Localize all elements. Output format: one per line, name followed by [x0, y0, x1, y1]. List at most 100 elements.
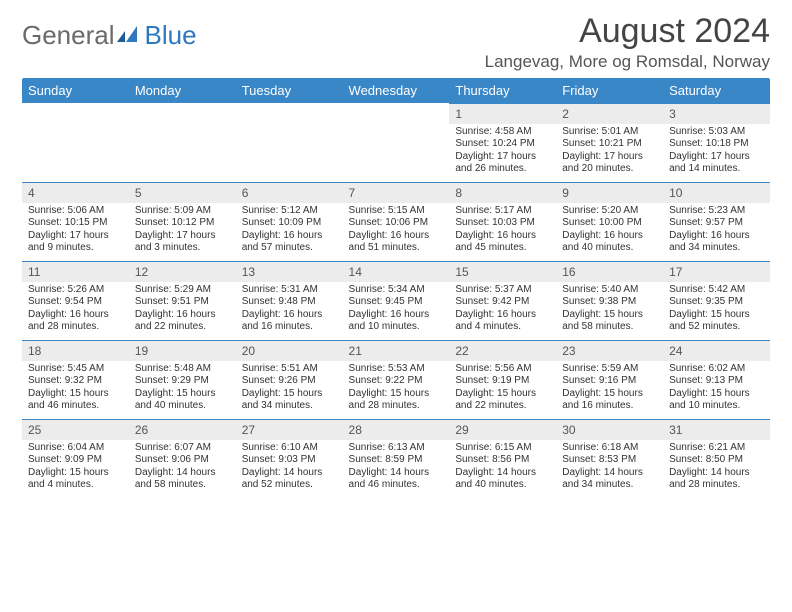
day-info: Sunrise: 5:37 AMSunset: 9:42 PMDaylight:… [449, 282, 556, 340]
daylight-line: Daylight: 15 hours and 58 minutes. [562, 309, 657, 334]
sunrise-line: Sunrise: 5:09 AM [135, 205, 230, 218]
sunrise-line: Sunrise: 5:48 AM [135, 363, 230, 376]
sunrise-line: Sunrise: 5:15 AM [349, 205, 444, 218]
sunset-line: Sunset: 9:48 PM [242, 296, 337, 309]
daylight-line: Daylight: 16 hours and 4 minutes. [455, 309, 550, 334]
daylight-line: Daylight: 14 hours and 40 minutes. [455, 467, 550, 492]
day-number: 18 [22, 340, 129, 361]
calendar-cell: 12Sunrise: 5:29 AMSunset: 9:51 PMDayligh… [129, 261, 236, 340]
day-number: 12 [129, 261, 236, 282]
day-info: Sunrise: 4:58 AMSunset: 10:24 PMDaylight… [449, 124, 556, 182]
sunrise-line: Sunrise: 5:17 AM [455, 205, 550, 218]
sunset-line: Sunset: 8:56 PM [455, 454, 550, 467]
calendar-cell: 10Sunrise: 5:23 AMSunset: 9:57 PMDayligh… [663, 182, 770, 261]
sunrise-line: Sunrise: 6:04 AM [28, 442, 123, 455]
sunrise-line: Sunrise: 5:31 AM [242, 284, 337, 297]
calendar-cell: 18 Sunrise: 5:45 AMSunset: 9:32 PMDayligh… [22, 340, 129, 419]
day-number: 29 [449, 419, 556, 440]
day-info: Sunrise: 5:56 AMSunset: 9:19 PMDaylight:… [449, 361, 556, 419]
daylight-line: Daylight: 16 hours and 51 minutes. [349, 230, 444, 255]
sunset-line: Sunset: 9:42 PM [455, 296, 550, 309]
header: General Blue August 2024 Langevag, More … [22, 14, 770, 72]
sunrise-line: Sunrise: 6:10 AM [242, 442, 337, 455]
sunset-line: Sunset: 8:50 PM [669, 454, 764, 467]
day-number: 28 [343, 419, 450, 440]
calendar-cell: 1Sunrise: 4:58 AMSunset: 10:24 PMDayligh… [449, 103, 556, 182]
calendar-cell: 21Sunrise: 5:53 AMSunset: 9:22 PMDayligh… [343, 340, 450, 419]
day-number: 15 [449, 261, 556, 282]
day-number: 1 [449, 103, 556, 124]
daylight-line: Daylight: 14 hours and 52 minutes. [242, 467, 337, 492]
sunset-line: Sunset: 9:26 PM [242, 375, 337, 388]
day-number: 21 [343, 340, 450, 361]
day-number: 26 [129, 419, 236, 440]
day-number: 9 [556, 182, 663, 203]
daylight-line: Daylight: 16 hours and 57 minutes. [242, 230, 337, 255]
daylight-line: Daylight: 15 hours and 28 minutes. [349, 388, 444, 413]
day-info: Sunrise: 5:23 AMSunset: 9:57 PMDaylight:… [663, 203, 770, 261]
day-number: 14 [343, 261, 450, 282]
daylight-line: Daylight: 17 hours and 14 minutes. [669, 151, 764, 176]
daylight-line: Daylight: 15 hours and 22 minutes. [455, 388, 550, 413]
daylight-line: Daylight: 15 hours and 10 minutes. [669, 388, 764, 413]
sunrise-line: Sunrise: 5:56 AM [455, 363, 550, 376]
logo-text-blue: Blue [145, 20, 197, 51]
day-info: Sunrise: 5:59 AMSunset: 9:16 PMDaylight:… [556, 361, 663, 419]
weekday-header: Monday [129, 78, 236, 103]
daylight-line: Daylight: 16 hours and 28 minutes. [28, 309, 123, 334]
calendar-cell: 22Sunrise: 5:56 AMSunset: 9:19 PMDayligh… [449, 340, 556, 419]
logo-text-general: General [22, 20, 115, 51]
day-info: Sunrise: 6:10 AMSunset: 9:03 PMDaylight:… [236, 440, 343, 498]
day-info: Sunrise: 5:34 AMSunset: 9:45 PMDaylight:… [343, 282, 450, 340]
calendar-cell: 11Sunrise: 5:26 AMSunset: 9:54 PMDayligh… [22, 261, 129, 340]
sunrise-line: Sunrise: 4:58 AM [455, 126, 550, 139]
sunset-line: Sunset: 10:24 PM [455, 138, 550, 151]
daylight-line: Daylight: 15 hours and 40 minutes. [135, 388, 230, 413]
day-info: Sunrise: 5:01 AMSunset: 10:21 PMDaylight… [556, 124, 663, 182]
sunset-line: Sunset: 9:19 PM [455, 375, 550, 388]
daylight-line: Daylight: 15 hours and 46 minutes. [28, 388, 123, 413]
day-info: Sunrise: 5:29 AMSunset: 9:51 PMDaylight:… [129, 282, 236, 340]
day-number: 6 [236, 182, 343, 203]
daylight-line: Daylight: 14 hours and 46 minutes. [349, 467, 444, 492]
sunset-line: Sunset: 9:35 PM [669, 296, 764, 309]
weekday-header-row: SundayMondayTuesdayWednesdayThursdayFrid… [22, 78, 770, 103]
sunset-line: Sunset: 9:54 PM [28, 296, 123, 309]
sunrise-line: Sunrise: 6:13 AM [349, 442, 444, 455]
logo-mark-icon [117, 26, 143, 46]
sunrise-line: Sunrise: 6:18 AM [562, 442, 657, 455]
sunrise-line: Sunrise: 5:26 AM [28, 284, 123, 297]
sunrise-line: Sunrise: 5:01 AM [562, 126, 657, 139]
calendar-cell: 19Sunrise: 5:48 AMSunset: 9:29 PMDayligh… [129, 340, 236, 419]
day-number: 25 [22, 419, 129, 440]
calendar-cell-empty [22, 103, 129, 182]
sunrise-line: Sunrise: 5:51 AM [242, 363, 337, 376]
day-number: 8 [449, 182, 556, 203]
day-number: 11 [22, 261, 129, 282]
calendar-cell: 23Sunrise: 5:59 AMSunset: 9:16 PMDayligh… [556, 340, 663, 419]
calendar-cell: 3Sunrise: 5:03 AMSunset: 10:18 PMDayligh… [663, 103, 770, 182]
sunrise-line: Sunrise: 5:23 AM [669, 205, 764, 218]
location-line: Langevag, More og Romsdal, Norway [485, 52, 770, 72]
calendar-cell: 4Sunrise: 5:06 AMSunset: 10:15 PMDayligh… [22, 182, 129, 261]
sunset-line: Sunset: 9:09 PM [28, 454, 123, 467]
day-info: Sunrise: 6:04 AMSunset: 9:09 PMDaylight:… [22, 440, 129, 498]
weekday-header: Friday [556, 78, 663, 103]
sunrise-line: Sunrise: 5:45 AM [28, 363, 123, 376]
sunrise-line: Sunrise: 5:42 AM [669, 284, 764, 297]
sunset-line: Sunset: 9:16 PM [562, 375, 657, 388]
calendar-cell: 9Sunrise: 5:20 AMSunset: 10:00 PMDayligh… [556, 182, 663, 261]
day-info: Sunrise: 5:12 AMSunset: 10:09 PMDaylight… [236, 203, 343, 261]
daylight-line: Daylight: 17 hours and 26 minutes. [455, 151, 550, 176]
sunrise-line: Sunrise: 5:20 AM [562, 205, 657, 218]
sunrise-line: Sunrise: 5:37 AM [455, 284, 550, 297]
sunset-line: Sunset: 9:06 PM [135, 454, 230, 467]
calendar-cell: 20Sunrise: 5:51 AMSunset: 9:26 PMDayligh… [236, 340, 343, 419]
day-info: Sunrise: 5:26 AMSunset: 9:54 PMDaylight:… [22, 282, 129, 340]
day-number: 24 [663, 340, 770, 361]
calendar-body: 1Sunrise: 4:58 AMSunset: 10:24 PMDayligh… [22, 103, 770, 498]
title-block: August 2024 Langevag, More og Romsdal, N… [485, 14, 770, 72]
sunset-line: Sunset: 9:32 PM [28, 375, 123, 388]
sunset-line: Sunset: 10:00 PM [562, 217, 657, 230]
sunset-line: Sunset: 9:29 PM [135, 375, 230, 388]
